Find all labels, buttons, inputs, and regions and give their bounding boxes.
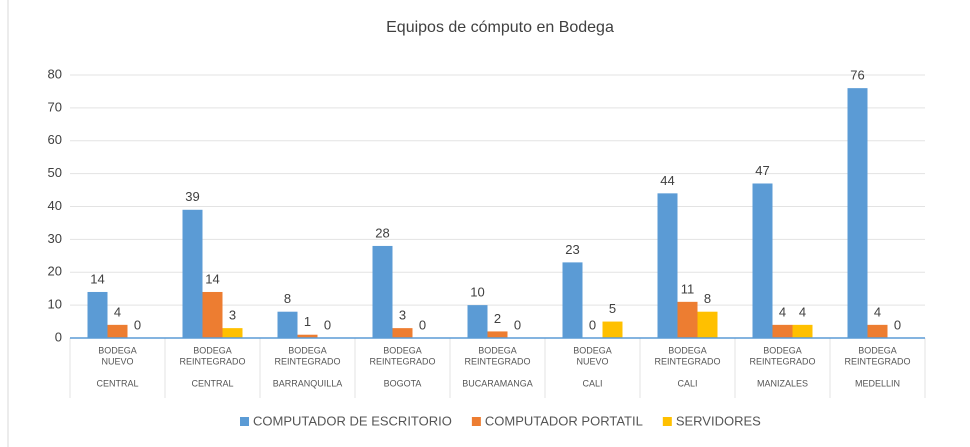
group-label: MANIZALES xyxy=(757,378,808,388)
value-label: 11 xyxy=(681,281,695,296)
bar xyxy=(222,328,243,338)
x-tick-label: BODEGA xyxy=(858,345,897,355)
value-label: 47 xyxy=(755,163,769,178)
bar xyxy=(277,311,298,338)
value-label: 0 xyxy=(419,317,426,332)
legend-label: COMPUTADOR DE ESCRITORIO xyxy=(253,413,452,428)
legend-swatch xyxy=(662,417,672,426)
x-tick-label: REINTEGRADO xyxy=(654,356,720,366)
y-tick-label: 80 xyxy=(48,66,62,81)
bar xyxy=(107,324,128,338)
bar xyxy=(202,291,223,338)
x-tick-label: REINTEGRADO xyxy=(274,356,340,366)
bar xyxy=(467,305,488,338)
y-tick-label: 20 xyxy=(48,264,62,279)
x-tick-label: BODEGA xyxy=(573,345,612,355)
group-label: MEDELLIN xyxy=(855,378,900,388)
bar xyxy=(792,324,813,338)
value-label: 3 xyxy=(399,308,406,323)
value-label: 4 xyxy=(799,304,806,319)
y-tick-label: 0 xyxy=(55,329,62,344)
value-label: 2 xyxy=(494,311,501,326)
bar xyxy=(772,324,793,338)
group-label: CALI xyxy=(677,378,697,388)
x-tick-label: REINTEGRADO xyxy=(844,356,910,366)
value-label: 3 xyxy=(229,308,236,323)
value-label: 23 xyxy=(565,242,579,257)
legend-label: COMPUTADOR PORTATIL xyxy=(485,413,643,428)
x-tick-label: BODEGA xyxy=(668,345,707,355)
value-label: 28 xyxy=(375,225,389,240)
bar xyxy=(182,209,203,338)
value-label: 10 xyxy=(470,285,484,300)
bar xyxy=(392,328,413,338)
value-label: 14 xyxy=(90,271,104,286)
bar xyxy=(487,331,508,338)
bar xyxy=(602,321,623,338)
value-label: 39 xyxy=(185,189,199,204)
y-tick-label: 40 xyxy=(48,198,62,213)
value-label: 1 xyxy=(304,314,311,329)
value-label: 0 xyxy=(134,317,141,332)
y-tick-label: 10 xyxy=(48,297,62,312)
group-label: CENTRAL xyxy=(96,378,138,388)
y-tick-label: 50 xyxy=(48,165,62,180)
x-tick-label: NUEVO xyxy=(101,356,133,366)
y-tick-label: 30 xyxy=(48,231,62,246)
value-label: 8 xyxy=(704,291,711,306)
x-tick-label: REINTEGRADO xyxy=(464,356,530,366)
value-label: 44 xyxy=(660,173,674,188)
bar xyxy=(697,311,718,338)
value-label: 8 xyxy=(284,291,291,306)
group-label: BUCARAMANGA xyxy=(462,378,533,388)
x-tick-label: BODEGA xyxy=(478,345,517,355)
value-label: 76 xyxy=(850,68,864,83)
value-label: 0 xyxy=(589,317,596,332)
legend-swatch xyxy=(471,417,481,426)
group-label: CENTRAL xyxy=(191,378,233,388)
value-label: 0 xyxy=(514,317,521,332)
bar xyxy=(562,262,583,338)
value-label: 4 xyxy=(779,304,786,319)
legend-label: SERVIDORES xyxy=(676,413,761,428)
y-tick-label: 70 xyxy=(48,99,62,114)
group-label: CALI xyxy=(582,378,602,388)
x-tick-label: BODEGA xyxy=(98,345,137,355)
group-label: BARRANQUILLA xyxy=(273,378,343,388)
bar xyxy=(847,88,868,339)
x-tick-label: BODEGA xyxy=(288,345,327,355)
bar xyxy=(867,324,888,338)
x-tick-label: REINTEGRADO xyxy=(179,356,245,366)
x-tick-label: NUEVO xyxy=(576,356,608,366)
bar xyxy=(677,301,698,338)
x-tick-label: BODEGA xyxy=(383,345,422,355)
bar xyxy=(87,291,108,338)
legend-swatch xyxy=(240,417,249,426)
group-label: BOGOTA xyxy=(384,378,422,388)
x-tick-label: BODEGA xyxy=(193,345,232,355)
x-tick-label: REINTEGRADO xyxy=(369,356,435,366)
chart-title: Equipos de cómputo en Bodega xyxy=(386,19,614,36)
value-label: 14 xyxy=(205,271,219,286)
value-label: 0 xyxy=(324,317,331,332)
bar xyxy=(372,245,393,338)
x-tick-label: REINTEGRADO xyxy=(749,356,815,366)
value-label: 4 xyxy=(874,304,881,319)
bar xyxy=(297,334,318,338)
value-label: 4 xyxy=(114,304,121,319)
value-label: 0 xyxy=(894,317,901,332)
bar xyxy=(752,183,773,338)
x-tick-label: BODEGA xyxy=(763,345,802,355)
bar xyxy=(657,193,678,338)
y-tick-label: 60 xyxy=(48,132,62,147)
value-label: 5 xyxy=(609,301,616,316)
